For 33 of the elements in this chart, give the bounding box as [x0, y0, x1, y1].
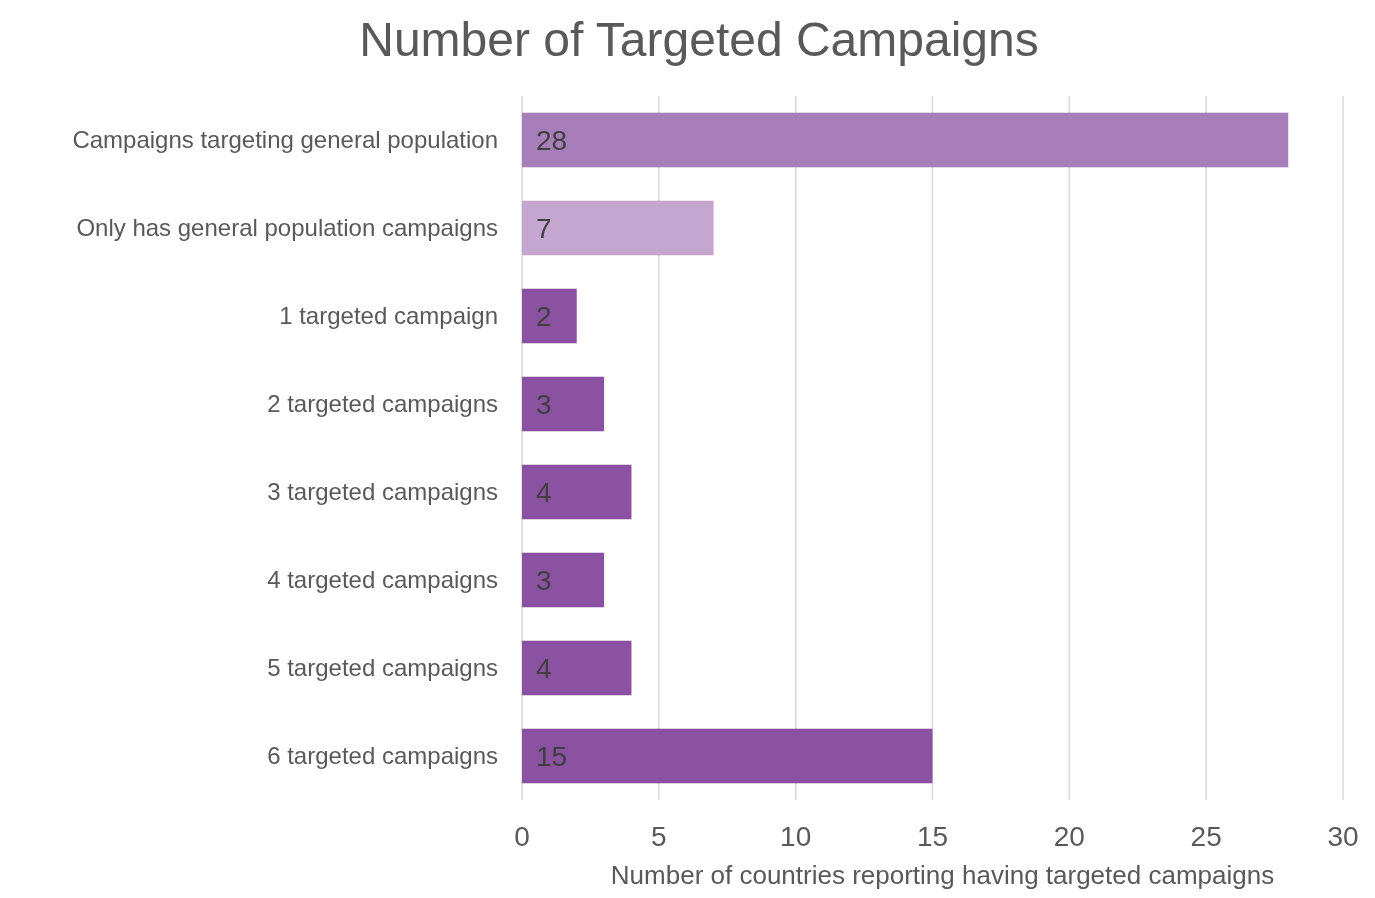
- chart-title: Number of Targeted Campaigns: [359, 13, 1039, 66]
- x-tick-label: 20: [1053, 821, 1085, 852]
- y-tick-label: 5 targeted campaigns: [267, 654, 498, 681]
- bar: [522, 552, 605, 608]
- bar: [522, 288, 577, 344]
- bar: [522, 640, 632, 696]
- bar: [522, 728, 933, 784]
- data-label: 4: [536, 653, 552, 684]
- y-tick-label: Campaigns targeting general population: [72, 126, 498, 153]
- x-tick-label: 0: [514, 821, 530, 852]
- x-tick-label: 5: [651, 821, 667, 852]
- x-tick-label: 30: [1327, 821, 1359, 852]
- data-label: 2: [536, 301, 552, 332]
- data-label: 28: [536, 125, 568, 156]
- bar: [522, 464, 632, 520]
- y-tick-label: 1 targeted campaign: [279, 302, 498, 329]
- x-tick-label: 15: [916, 821, 949, 852]
- x-axis-title: Number of countries reporting having targeted campaigns: [610, 860, 1275, 890]
- data-label: 3: [536, 389, 552, 420]
- x-tick-label: 25: [1190, 821, 1222, 852]
- x-tick-label: 10: [780, 821, 812, 852]
- bar: [522, 376, 605, 432]
- bar: [522, 112, 1289, 168]
- y-tick-label: 6 targeted campaigns: [267, 742, 498, 769]
- bar: [522, 200, 714, 256]
- data-label: 3: [536, 565, 552, 596]
- data-label: 4: [536, 477, 552, 508]
- data-label: 15: [536, 741, 568, 772]
- y-tick-label: 2 targeted campaigns: [267, 390, 498, 417]
- y-tick-label: 4 targeted campaigns: [267, 566, 498, 593]
- y-tick-label: 3 targeted campaigns: [267, 478, 498, 505]
- y-tick-label: Only has general population campaigns: [76, 214, 498, 241]
- data-label: 7: [536, 213, 552, 244]
